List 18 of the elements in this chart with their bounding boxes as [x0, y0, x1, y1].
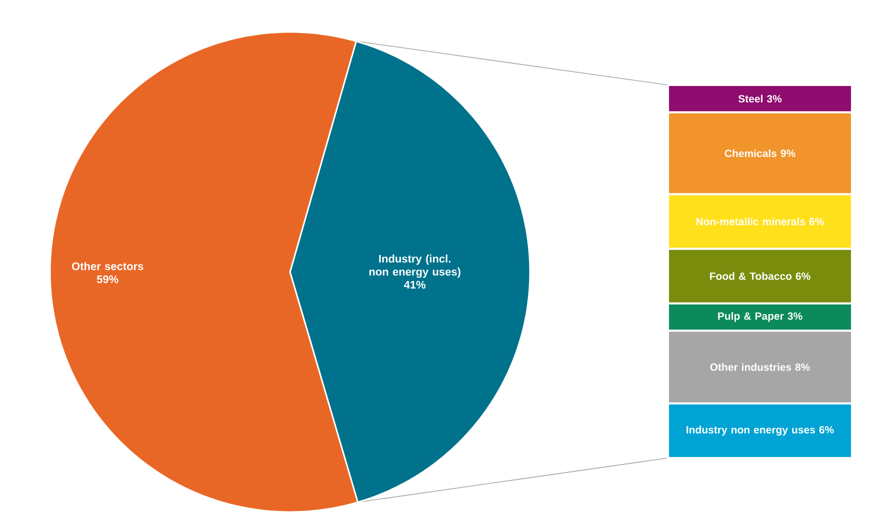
slice-label: Other sectors: [72, 262, 144, 270]
data-label: 6%: [796, 272, 810, 280]
data-label: 3%: [766, 95, 782, 103]
series-label: Food & Tobacco: [710, 272, 792, 280]
data-label: 6%: [819, 426, 834, 434]
series-label: Pulp & Paper: [718, 312, 784, 322]
series-label: Non-metallic minerals: [696, 218, 806, 226]
series-label: Other industries: [710, 363, 792, 371]
data-label: 9%: [780, 150, 796, 158]
series-label: Chemicals: [724, 149, 776, 158]
data-label: 8%: [795, 363, 810, 371]
data-label: 6%: [809, 218, 824, 226]
data-label: 41%: [404, 280, 426, 289]
data-label: 59%: [96, 275, 118, 284]
data-label: 3%: [788, 312, 802, 320]
slice-label: Industry (incl. non energy uses): [369, 254, 460, 278]
series-label: Steel: [738, 94, 762, 102]
series-label: Industry non energy uses: [686, 426, 815, 436]
